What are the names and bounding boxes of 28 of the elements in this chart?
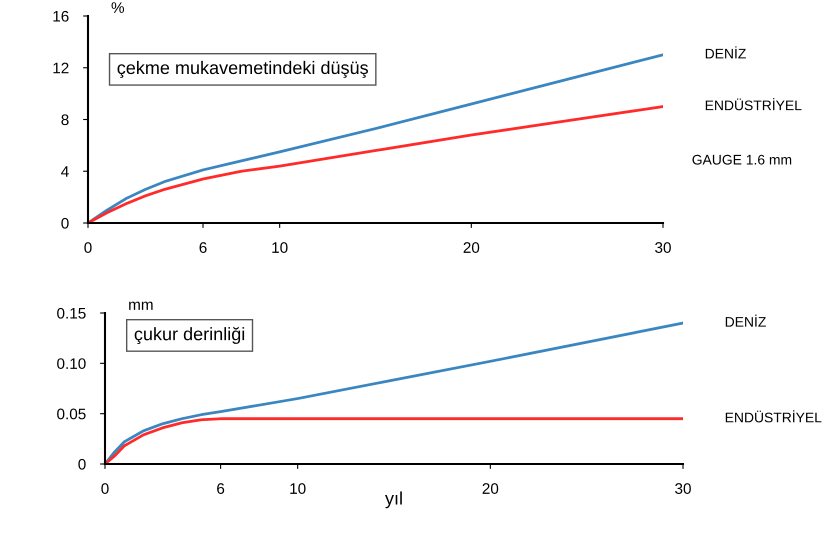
x-tick-label: 10	[290, 483, 306, 494]
text: DENİZ	[726, 314, 766, 327]
x-axis-title: yıl	[385, 491, 402, 508]
y-tick-label: 0	[78, 458, 86, 470]
y-tick-label: 4	[61, 166, 69, 177]
y-tick-label: 16	[53, 10, 69, 22]
text: ENDÜSTRİYEL	[726, 410, 822, 422]
y-axis-title: %	[112, 2, 124, 13]
text: çekme mukavemetindeki düşüş	[118, 60, 368, 78]
x-tick-label: 6	[217, 483, 224, 494]
x-tick-label: 6	[200, 242, 207, 253]
x-tick-label: 30	[655, 242, 671, 253]
text: DENİZ	[706, 46, 746, 58]
text: GAUGE 1.6 mm	[692, 154, 792, 165]
x-tick-label: 0	[101, 483, 109, 494]
y-tick-label: 0.15	[57, 308, 86, 319]
y-tick-label: 0.10	[57, 358, 86, 370]
text: çukur derinliği	[134, 326, 244, 344]
y-tick-label: 0	[61, 218, 69, 229]
x-tick-label: 30	[675, 483, 691, 494]
y-tick-label: 8	[61, 114, 69, 126]
text: ENDÜSTRİYEL	[706, 98, 802, 110]
y-tick-label: 12	[53, 62, 68, 74]
x-tick-label: 10	[272, 242, 288, 253]
y-axis-title: mm	[129, 302, 153, 310]
x-tick-label: 20	[482, 483, 498, 494]
x-tick-label: 20	[464, 242, 480, 253]
y-tick-label: 0.05	[57, 408, 86, 420]
